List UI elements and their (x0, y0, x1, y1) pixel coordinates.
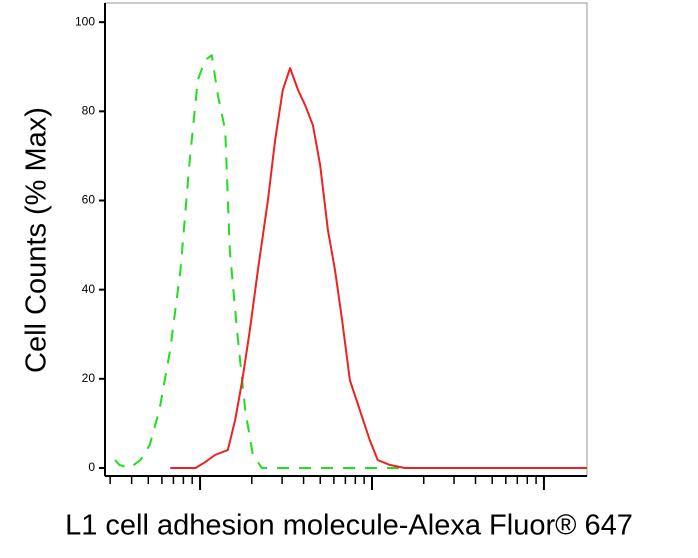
series-line (170, 67, 587, 469)
y-tick-label: 40 (82, 282, 96, 296)
plot-frame (104, 2, 588, 477)
series-line (114, 54, 587, 469)
x-axis-label: L1 cell adhesion molecule-Alexa Fluor® 6… (65, 510, 633, 542)
y-axis-label: Cell Counts (% Max) (21, 107, 53, 373)
y-tick-label: 80 (82, 104, 96, 118)
y-tick-label: 60 (82, 193, 96, 207)
y-tick-label: 20 (82, 371, 96, 385)
y-tick-label: 0 (88, 460, 95, 474)
y-tick-label: 100 (75, 14, 95, 28)
